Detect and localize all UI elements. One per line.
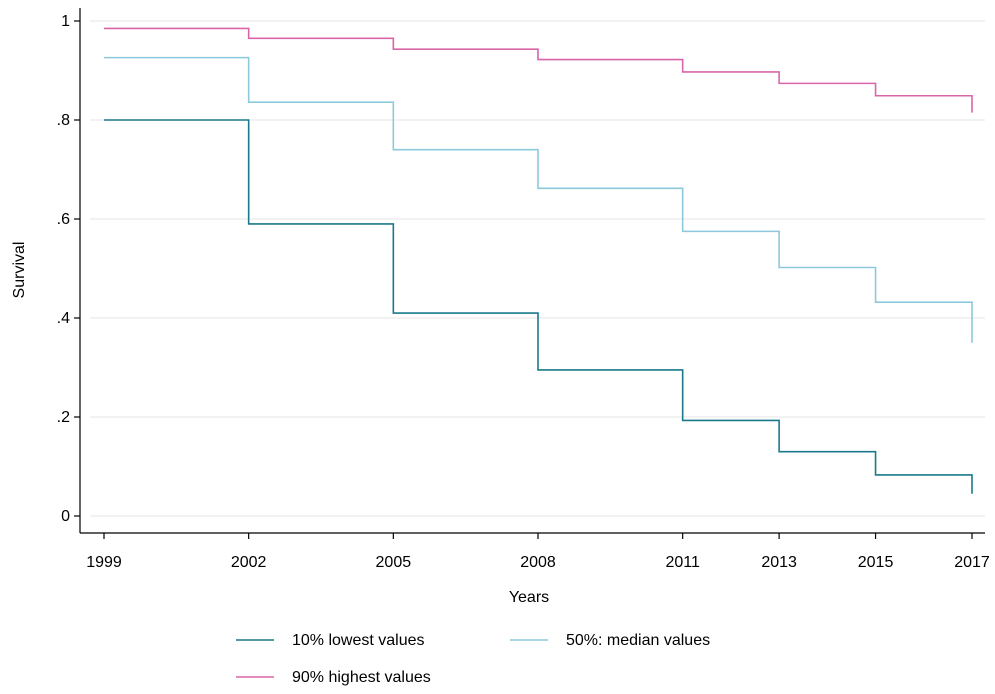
x-tick-label-1: 2002 (231, 554, 267, 571)
x-axis-title: Years (509, 589, 549, 606)
y-tick-label-0: 0 (61, 508, 70, 525)
axes: 0 .2 .4 .6 .8 1 1999 2002 2005 2008 2011 2013 2015 20… (57, 8, 990, 571)
series-line-0 (104, 119, 973, 494)
y-tick-label-3: .6 (57, 211, 70, 228)
x-tick-label-5: 2013 (761, 554, 797, 571)
x-tick-label-3: 2008 (520, 554, 556, 571)
y-tick-label-5: 1 (61, 13, 70, 30)
series-lines (104, 27, 973, 494)
legend-label-1: 50%: median values (566, 632, 710, 649)
x-tick-label-2: 2005 (376, 554, 412, 571)
y-tick-label-2: .4 (57, 310, 70, 327)
series-line-2 (104, 27, 973, 113)
legend-label-2: 90% highest values (292, 669, 431, 686)
gridlines (90, 20, 985, 517)
series-line-1 (104, 56, 973, 343)
y-tick-label-1: .2 (57, 409, 70, 426)
x-tick-label-4: 2011 (665, 554, 700, 571)
y-tick-label-4: .8 (57, 112, 70, 129)
legend: 10% lowest values 50%: median values 90% h… (236, 632, 710, 686)
x-tick-label-0: 1999 (86, 554, 122, 571)
x-tick-label-7: 2017 (954, 554, 990, 571)
x-tick-label-6: 2015 (858, 554, 894, 571)
y-axis-title: Survival (11, 242, 28, 299)
legend-label-0: 10% lowest values (292, 632, 425, 649)
